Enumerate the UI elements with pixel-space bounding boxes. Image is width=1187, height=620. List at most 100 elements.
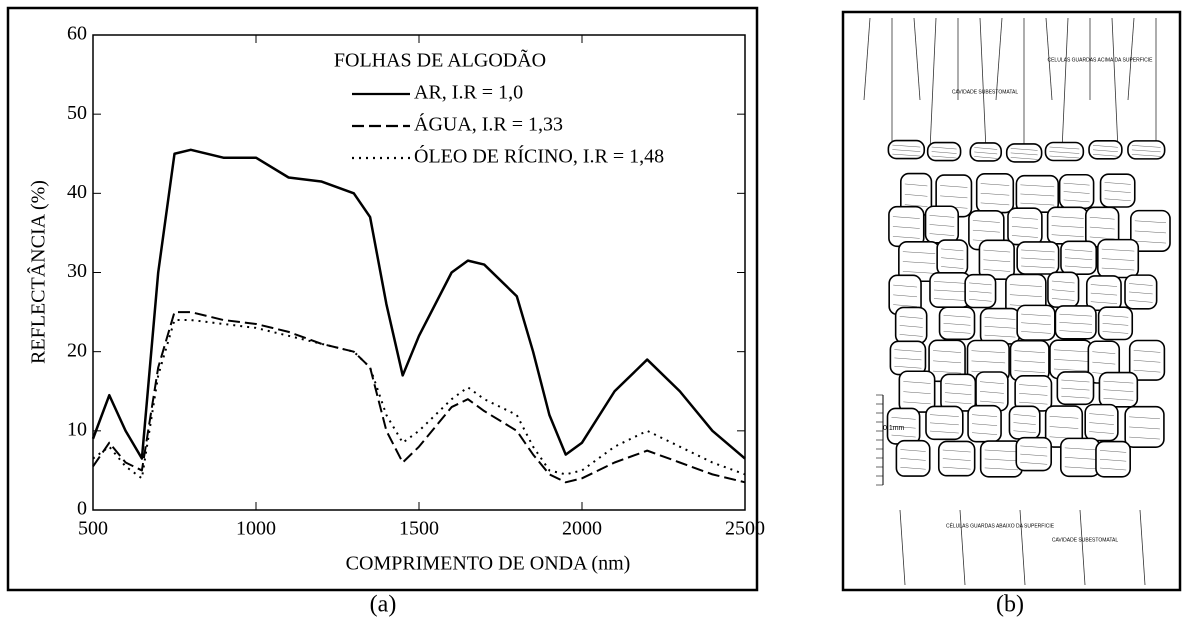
cell-texture xyxy=(1020,184,1055,188)
cell-texture xyxy=(1093,145,1118,148)
cell-texture xyxy=(1128,283,1153,286)
y-tick-label: 30 xyxy=(67,260,87,282)
cell-texture xyxy=(1101,267,1135,271)
cell-texture xyxy=(1099,467,1127,471)
y-tick-label: 20 xyxy=(67,339,87,361)
light-ray xyxy=(959,509,966,586)
cell-texture xyxy=(893,304,918,307)
cell-texture xyxy=(972,414,998,417)
cell-texture xyxy=(1019,401,1048,405)
cell-texture xyxy=(894,365,922,369)
cell-texture xyxy=(969,282,992,286)
data-line xyxy=(91,148,746,460)
panel-a-frame xyxy=(6,6,759,592)
cell-texture xyxy=(1129,436,1160,440)
cell-texture xyxy=(1133,360,1161,363)
cell-texture xyxy=(929,233,955,236)
cell-texture xyxy=(1014,370,1045,373)
light-ray xyxy=(913,17,921,101)
cell-texture xyxy=(894,357,922,361)
cell-texture xyxy=(892,149,921,152)
cell-texture xyxy=(933,360,962,364)
cell-texture xyxy=(1064,466,1096,470)
diagram-label: 0.1mm xyxy=(883,425,905,432)
cell-texture xyxy=(1021,249,1055,253)
cell xyxy=(1095,440,1131,478)
cell-texture xyxy=(929,414,959,417)
x-tick-label: 1500 xyxy=(399,518,439,540)
cell-texture xyxy=(1021,313,1051,317)
cell-texture xyxy=(1128,300,1153,303)
diagram-label: CAVIDADE SUBESTOMATAL xyxy=(952,89,1019,95)
cell-texture xyxy=(1061,387,1090,391)
cell-texture xyxy=(1011,235,1038,238)
cell-texture xyxy=(1093,149,1118,153)
cell-texture xyxy=(929,224,955,227)
y-tick-label: 0 xyxy=(77,498,87,520)
cell-texture xyxy=(1010,148,1038,151)
light-ray xyxy=(1139,509,1146,586)
cell-texture xyxy=(1104,182,1131,185)
cell xyxy=(926,141,962,162)
cell-texture xyxy=(1063,199,1090,203)
cell-texture xyxy=(891,425,916,429)
cell-texture xyxy=(1010,157,1038,160)
cell-texture xyxy=(984,458,1019,462)
legend-title: FOLHAS DE ALGODÃO xyxy=(334,48,546,72)
cell-texture xyxy=(1131,145,1161,148)
cell-texture xyxy=(944,392,972,395)
cell xyxy=(1099,173,1136,208)
cell-texture xyxy=(983,259,1011,263)
cell xyxy=(1130,209,1171,253)
cell-texture xyxy=(892,144,921,148)
cell-texture xyxy=(1049,151,1080,154)
cell-texture xyxy=(1010,152,1038,156)
cell-texture xyxy=(891,434,916,438)
cell xyxy=(937,440,976,477)
leaf-diagram xyxy=(863,17,1171,586)
cell-texture xyxy=(1019,393,1048,396)
cell-texture xyxy=(1092,351,1116,354)
data-line xyxy=(92,311,746,484)
cell-texture xyxy=(979,381,1004,384)
cell-texture xyxy=(1063,182,1090,186)
cell-texture xyxy=(1021,265,1055,269)
cell-texture xyxy=(941,257,964,260)
cell-texture xyxy=(1101,248,1135,252)
x-tick-label: 1000 xyxy=(236,518,276,540)
cell-texture xyxy=(1102,323,1129,326)
cell-texture xyxy=(984,449,1019,453)
cell-texture xyxy=(1051,234,1084,237)
diagram-label: CÉLULAS GUARDAS ABAIXO DA SUPERFICIE xyxy=(946,522,1055,529)
cell-texture xyxy=(1021,331,1051,334)
cell-texture xyxy=(983,249,1011,253)
cell-texture xyxy=(893,294,918,298)
legend-label: ÓLEO DE RÍCINO, I.R = 1,48 xyxy=(414,144,664,168)
cell-texture xyxy=(1064,447,1096,451)
cell-texture xyxy=(1103,389,1134,392)
cell-texture xyxy=(904,183,928,187)
panel-b-frame xyxy=(841,10,1182,592)
cell-texture xyxy=(1089,422,1114,425)
cell-texture xyxy=(931,151,957,154)
cell-texture xyxy=(972,432,998,435)
cell-texture xyxy=(1064,257,1093,260)
cell-texture xyxy=(974,156,998,159)
cell-texture xyxy=(903,391,931,394)
cell-texture xyxy=(943,315,971,318)
cell-texture xyxy=(979,391,1004,394)
cell-texture xyxy=(1049,155,1080,159)
cell-texture xyxy=(1020,453,1048,457)
cell-texture xyxy=(1061,395,1090,399)
cell-texture xyxy=(1099,458,1127,462)
cell-texture xyxy=(1102,315,1129,318)
cell-texture xyxy=(969,290,992,294)
light-ray xyxy=(979,17,987,151)
cell-texture xyxy=(1053,359,1088,362)
cell-texture xyxy=(931,155,957,159)
cell-texture xyxy=(1049,426,1079,429)
cell-texture xyxy=(1053,368,1088,372)
cell-texture xyxy=(894,349,922,352)
cell-texture xyxy=(941,266,964,269)
